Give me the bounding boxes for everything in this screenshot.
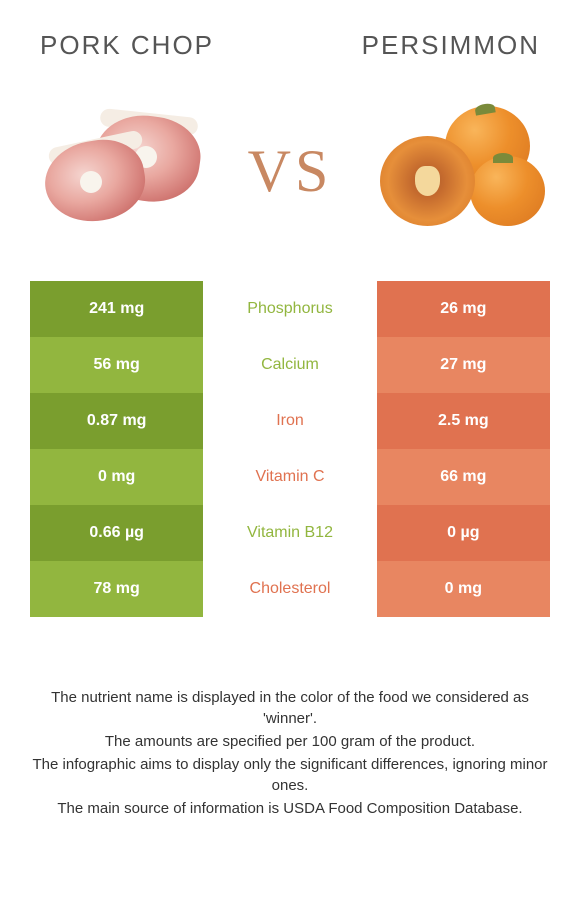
footnotes: The nutrient name is displayed in the co… [10, 617, 570, 819]
left-value: 56 mg [30, 337, 203, 393]
pork-chop-image [30, 101, 210, 241]
nutrient-row: 78 mgCholesterol0 mg [30, 561, 550, 617]
nutrient-row: 56 mgCalcium27 mg [30, 337, 550, 393]
left-value: 0.87 mg [30, 393, 203, 449]
right-value: 0 µg [377, 505, 550, 561]
left-food-title: Pork chop [40, 30, 214, 61]
nutrient-label: Cholesterol [203, 561, 376, 617]
left-value: 0 mg [30, 449, 203, 505]
right-value: 0 mg [377, 561, 550, 617]
right-food-title: Persimmon [362, 30, 540, 61]
nutrient-label: Iron [203, 393, 376, 449]
left-value: 241 mg [30, 281, 203, 337]
nutrient-row: 241 mgPhosphorus26 mg [30, 281, 550, 337]
nutrient-table: 241 mgPhosphorus26 mg56 mgCalcium27 mg0.… [30, 281, 550, 617]
left-value: 0.66 µg [30, 505, 203, 561]
footnote-line: The infographic aims to display only the… [25, 754, 555, 796]
footnote-line: The main source of information is USDA F… [25, 798, 555, 819]
header-row: Pork chop Persimmon [10, 20, 570, 81]
footnote-line: The amounts are specified per 100 gram o… [25, 731, 555, 752]
nutrient-label: Phosphorus [203, 281, 376, 337]
right-value: 27 mg [377, 337, 550, 393]
nutrient-label: Calcium [203, 337, 376, 393]
nutrient-row: 0.66 µgVitamin B120 µg [30, 505, 550, 561]
left-value: 78 mg [30, 561, 203, 617]
right-value: 26 mg [377, 281, 550, 337]
right-value: 2.5 mg [377, 393, 550, 449]
right-value: 66 mg [377, 449, 550, 505]
nutrient-label: Vitamin B12 [203, 505, 376, 561]
vs-label: VS [248, 137, 333, 206]
nutrient-row: 0.87 mgIron2.5 mg [30, 393, 550, 449]
nutrient-row: 0 mgVitamin C66 mg [30, 449, 550, 505]
persimmon-image [370, 101, 550, 241]
footnote-line: The nutrient name is displayed in the co… [25, 687, 555, 729]
nutrient-label: Vitamin C [203, 449, 376, 505]
vs-row: VS [10, 81, 570, 281]
